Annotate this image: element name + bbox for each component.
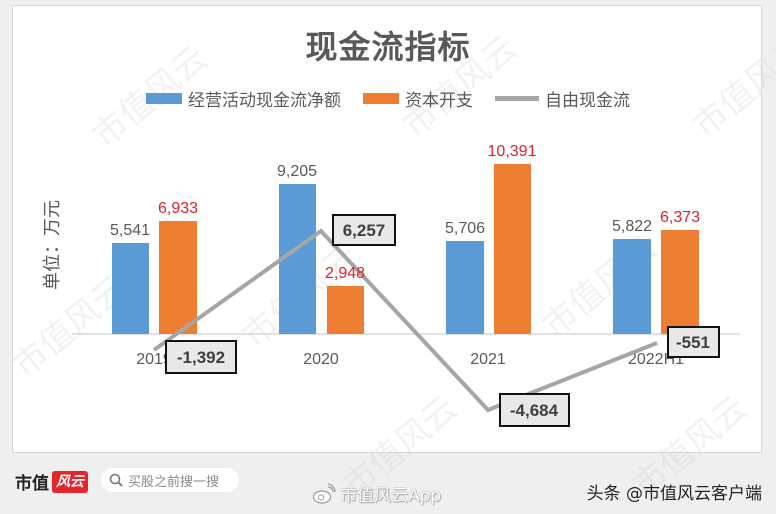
fcf-label-2020: 6,257 xyxy=(332,214,396,246)
x-tick-label: 2021 xyxy=(470,351,506,368)
legend-item-capex[interactable]: 资本开支 xyxy=(363,86,473,111)
legend-swatch-blue xyxy=(146,93,182,104)
brand-text: 市值 xyxy=(15,474,49,494)
legend-item-operating-cash-flow[interactable]: 经营活动现金流净额 xyxy=(146,86,341,111)
legend-label: 经营活动现金流净额 xyxy=(188,91,341,111)
legend-line-gray xyxy=(495,96,539,101)
search-placeholder: 买股之前搜一搜 xyxy=(128,474,220,490)
search-icon xyxy=(109,473,123,487)
fcf-label-2021: -4,684 xyxy=(499,393,570,427)
chart-title: 现金流指标 xyxy=(305,28,471,66)
x-tick-label: 2020 xyxy=(303,351,339,368)
bar-operating-2022h1[interactable] xyxy=(613,239,651,334)
value-label-capex: 6,933 xyxy=(158,200,198,217)
x-tick-label: 2019 xyxy=(136,351,172,368)
bar-operating-2021[interactable] xyxy=(446,241,484,334)
value-label-operating: 5,706 xyxy=(445,220,485,237)
brand-badge: 风云 xyxy=(52,470,88,493)
search-box[interactable]: 买股之前搜一搜 xyxy=(101,468,239,492)
value-label-operating: 5,541 xyxy=(110,222,150,239)
bar-capex-2022h1[interactable] xyxy=(661,230,699,334)
bar-capex-2021[interactable] xyxy=(494,164,531,334)
value-label-capex: 6,373 xyxy=(660,209,700,226)
value-label-operating: 9,205 xyxy=(277,163,317,180)
bar-capex-2019[interactable] xyxy=(159,221,197,334)
toutiao-credit: 头条 @市值风云客户端 xyxy=(586,484,762,504)
bar-capex-2020[interactable] xyxy=(327,286,364,334)
line-free-cash-flow[interactable] xyxy=(152,228,658,413)
bar-operating-2020[interactable] xyxy=(279,184,316,334)
legend-item-free-cash-flow[interactable]: 自由现金流 xyxy=(495,86,630,111)
footer-bar: 市值 风云 买股之前搜一搜 市值风云App 头条 @市值风云客户端 xyxy=(0,455,776,514)
svg-text:-1,392: -1,392 xyxy=(177,348,225,367)
value-label-operating: 5,822 xyxy=(612,218,652,235)
legend-label: 自由现金流 xyxy=(545,91,630,111)
fcf-label-2019: -1,392 xyxy=(165,340,237,374)
chart-legend: 经营活动现金流净额 资本开支 自由现金流 xyxy=(0,86,776,111)
svg-text:-4,684: -4,684 xyxy=(510,401,559,420)
legend-swatch-orange xyxy=(363,93,399,104)
legend-label: 资本开支 xyxy=(405,91,473,111)
weibo-text: 市值风云App xyxy=(340,486,442,506)
brand-logo[interactable]: 市值 风云 xyxy=(15,469,88,494)
weibo-icon xyxy=(312,482,336,504)
value-label-capex: 10,391 xyxy=(488,143,537,160)
weibo-watermark: 市值风云App xyxy=(312,481,441,506)
fcf-label-2022h1: -551 xyxy=(667,326,720,358)
svg-text:6,257: 6,257 xyxy=(343,221,386,240)
svg-text:-551: -551 xyxy=(676,333,710,352)
bar-operating-2019[interactable] xyxy=(112,243,149,334)
value-label-capex: 2,948 xyxy=(325,265,365,282)
